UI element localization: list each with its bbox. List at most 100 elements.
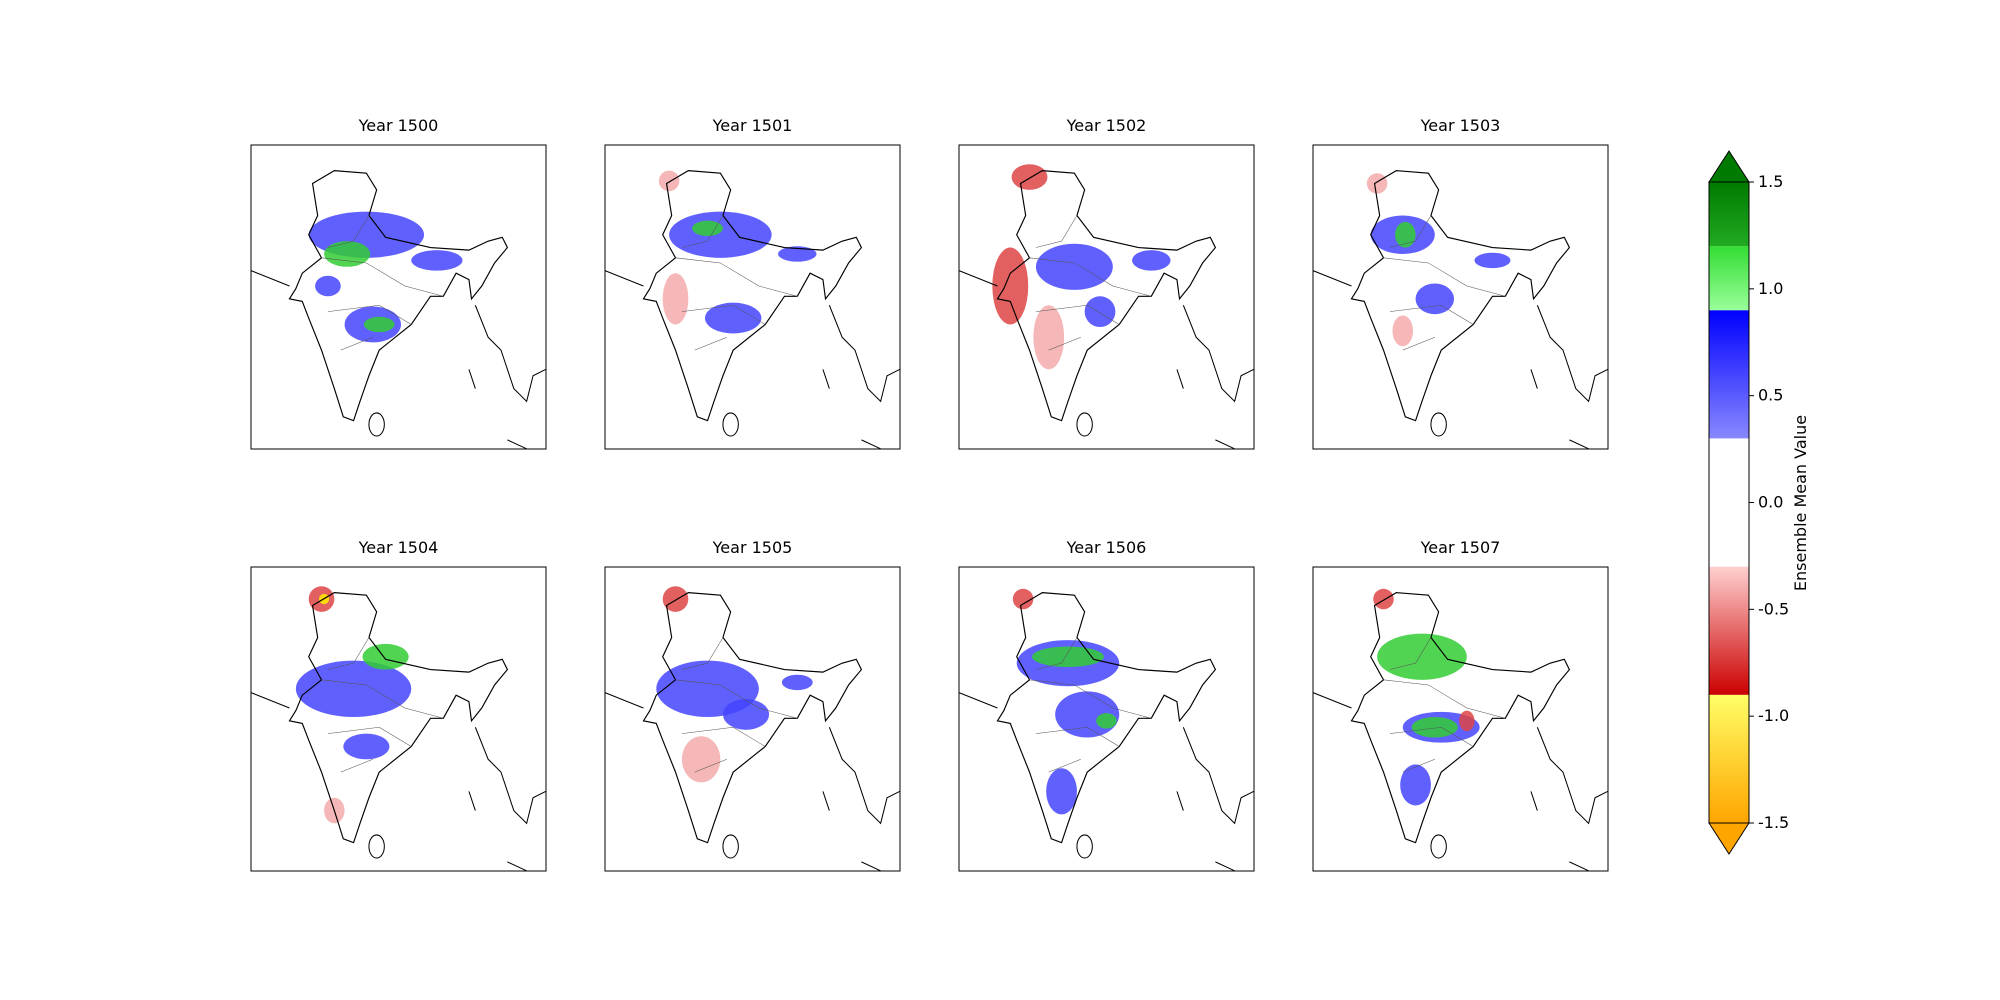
- country-outline: [288, 170, 509, 422]
- field-patch: [1096, 713, 1117, 729]
- state-borders: [1029, 637, 1152, 773]
- field-patch: [778, 246, 817, 262]
- field-patch: [992, 247, 1029, 325]
- colorbar-tick-label: -1.5: [1758, 813, 1789, 832]
- map-panel: [1312, 170, 1609, 450]
- field-patch: [1377, 633, 1467, 680]
- field-patch: [1392, 315, 1413, 347]
- field-patch: [343, 733, 390, 760]
- field-patch: [781, 674, 813, 691]
- field-patch: [363, 316, 395, 333]
- field-patch: [315, 275, 341, 297]
- field-patch: [324, 241, 371, 267]
- field-patch: [1011, 164, 1048, 190]
- map-panel: [1312, 588, 1609, 872]
- field-patch: [1132, 250, 1171, 271]
- island: [1076, 412, 1093, 437]
- state-borders: [675, 215, 798, 351]
- field-patch: [662, 273, 689, 325]
- country-outline: [1350, 170, 1571, 422]
- map-panel: [604, 586, 901, 872]
- field-patch: [1459, 710, 1475, 732]
- map-panel: [958, 588, 1255, 872]
- field-patch: [1084, 296, 1116, 328]
- panel-frame: [250, 566, 547, 872]
- country-outline: [996, 592, 1217, 844]
- colorbar-tick-label: 0.5: [1758, 386, 1783, 405]
- panel-title: Year 1500: [358, 116, 439, 135]
- neighbour-coast: [1312, 270, 1609, 450]
- field-patch: [704, 302, 762, 334]
- island: [1430, 834, 1447, 859]
- neighbour-coast: [250, 692, 547, 872]
- colorbar-tick-label: 1.5: [1758, 172, 1783, 191]
- map-panel: [250, 586, 547, 872]
- panel-frame: [958, 566, 1255, 872]
- field-patch: [1032, 646, 1104, 667]
- field-patch: [295, 660, 412, 717]
- field-patch: [692, 220, 723, 237]
- neighbour-coast: [958, 270, 1255, 450]
- neighbour-coast: [604, 692, 901, 872]
- map-panel: [958, 164, 1255, 450]
- colorbar-segment: [1709, 182, 1749, 247]
- panel-title: Year 1504: [358, 538, 439, 557]
- map-panel: [250, 170, 547, 450]
- island: [1076, 834, 1093, 859]
- field-patch: [669, 211, 772, 258]
- field-patch: [662, 586, 689, 612]
- island: [722, 834, 739, 859]
- panel-title: Year 1502: [1066, 116, 1147, 135]
- colorbar-segment: [1709, 566, 1749, 695]
- field-patch: [658, 170, 680, 192]
- colorbar-segment: [1709, 310, 1749, 439]
- state-borders: [675, 637, 798, 773]
- panel-frame: [958, 144, 1255, 450]
- neighbour-coast: [958, 692, 1255, 872]
- field-patch: [722, 699, 770, 730]
- field-patch: [681, 736, 721, 783]
- field-patch: [1366, 173, 1388, 194]
- state-borders: [321, 637, 444, 773]
- country-outline: [996, 170, 1217, 422]
- island: [722, 412, 739, 437]
- panel-frame: [250, 144, 547, 450]
- colorbar-tick-label: 0.0: [1758, 493, 1783, 512]
- field-patch: [1373, 588, 1394, 610]
- field-patch: [1012, 588, 1034, 610]
- island: [1430, 412, 1447, 437]
- country-outline: [642, 592, 863, 844]
- panel-frame: [1312, 144, 1609, 450]
- country-outline: [1350, 592, 1571, 844]
- neighbour-coast: [1312, 692, 1609, 872]
- colorbar-tick-label: 1.0: [1758, 279, 1783, 298]
- colorbar-segment: [1709, 694, 1749, 823]
- state-borders: [1383, 215, 1506, 351]
- panel-frame: [604, 144, 901, 450]
- island: [368, 834, 385, 859]
- map-panel: [604, 170, 901, 450]
- colorbar-label: Ensemble Mean Value: [1791, 415, 1810, 591]
- panel-frame: [604, 566, 901, 872]
- country-outline: [642, 170, 863, 422]
- field-patch: [1474, 252, 1511, 269]
- field-patch: [1415, 283, 1455, 315]
- neighbour-coast: [604, 270, 901, 450]
- colorbar-tick-label: -1.0: [1758, 706, 1789, 725]
- colorbar-segment: [1709, 438, 1749, 567]
- field-patch: [1411, 716, 1458, 738]
- panel-title: Year 1507: [1420, 538, 1501, 557]
- colorbar-segment: [1709, 246, 1749, 311]
- island: [368, 412, 385, 437]
- panel-title: Year 1505: [712, 538, 793, 557]
- colorbar-tick-label: -0.5: [1758, 599, 1789, 618]
- state-borders: [1029, 215, 1152, 351]
- field-patch: [1395, 221, 1416, 248]
- field-patch: [1035, 243, 1113, 290]
- field-patch: [1033, 305, 1065, 370]
- colorbar-extend-high: [1708, 150, 1750, 183]
- state-borders: [321, 215, 444, 351]
- colorbar-extend-low: [1708, 822, 1750, 855]
- field-patch: [1046, 768, 1077, 815]
